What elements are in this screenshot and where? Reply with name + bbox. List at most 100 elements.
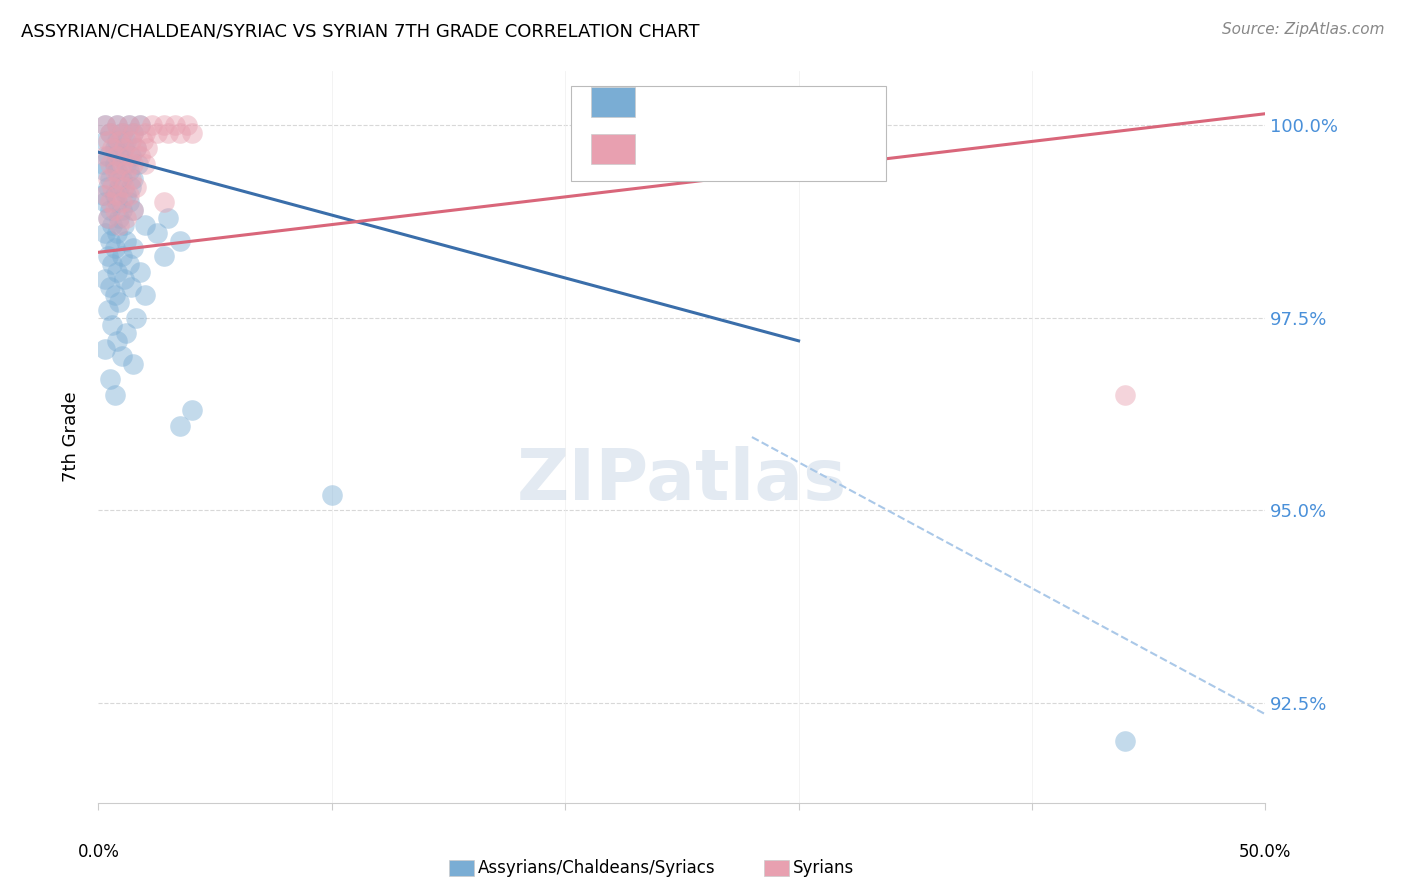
Point <box>97 149 120 163</box>
Point <box>105 264 128 278</box>
Point <box>118 118 141 132</box>
Point <box>105 226 128 240</box>
Point <box>180 126 202 140</box>
Point <box>111 126 134 140</box>
Text: N =: N = <box>761 93 807 112</box>
Point <box>165 118 187 132</box>
Point <box>111 349 134 363</box>
Point <box>104 187 127 202</box>
Point <box>105 164 128 178</box>
Point <box>115 157 138 171</box>
FancyBboxPatch shape <box>591 87 636 118</box>
Point <box>115 234 138 248</box>
Point <box>111 202 134 217</box>
Point <box>97 211 120 225</box>
Point <box>108 295 131 310</box>
Point <box>180 403 202 417</box>
Point <box>98 372 121 386</box>
Point <box>125 141 148 155</box>
Point <box>146 126 169 140</box>
Point <box>105 334 128 348</box>
Point <box>97 303 120 318</box>
Text: R =: R = <box>650 93 685 112</box>
Point <box>157 126 180 140</box>
Point <box>118 118 141 132</box>
Point <box>104 202 127 217</box>
Point <box>101 318 124 333</box>
Point <box>141 118 163 132</box>
Point <box>94 272 117 286</box>
Point <box>112 141 135 155</box>
Point <box>94 118 117 132</box>
Text: 52: 52 <box>801 140 825 158</box>
Point <box>98 202 121 217</box>
Point <box>134 126 156 140</box>
Point <box>118 257 141 271</box>
Point <box>104 164 127 178</box>
Point <box>115 164 138 178</box>
Point <box>97 172 120 186</box>
Text: Assyrians/Chaldeans/Syriacs: Assyrians/Chaldeans/Syriacs <box>478 859 716 877</box>
Point <box>118 187 141 202</box>
Point <box>101 257 124 271</box>
Point <box>122 172 145 186</box>
Point <box>125 141 148 155</box>
Point <box>122 157 145 171</box>
Point <box>1114 388 1136 402</box>
Point <box>152 118 174 132</box>
Text: R =: R = <box>650 140 685 158</box>
Point <box>134 157 156 171</box>
Point <box>111 195 134 210</box>
Point <box>104 287 127 301</box>
Point <box>108 211 131 225</box>
Point <box>134 219 156 233</box>
Point <box>122 202 145 217</box>
Point <box>91 187 114 202</box>
Point <box>97 134 120 148</box>
Point <box>122 202 145 217</box>
Text: 81: 81 <box>801 93 827 112</box>
Point <box>169 234 191 248</box>
Point <box>104 157 127 171</box>
Point <box>101 219 124 233</box>
Point <box>97 249 120 263</box>
Point <box>127 157 149 171</box>
Point <box>129 118 152 132</box>
Point <box>108 179 131 194</box>
Point <box>105 149 128 163</box>
Point <box>105 195 128 210</box>
Text: Syrians: Syrians <box>793 859 853 877</box>
Point <box>98 280 121 294</box>
Point <box>1114 734 1136 748</box>
Point <box>98 234 121 248</box>
Point <box>115 211 138 225</box>
Point <box>98 157 121 171</box>
Point <box>94 149 117 163</box>
Point <box>118 149 141 163</box>
Text: 50.0%: 50.0% <box>1239 843 1292 861</box>
Point <box>125 310 148 325</box>
Text: -0.159: -0.159 <box>682 93 735 112</box>
Point <box>91 157 114 171</box>
Text: ASSYRIAN/CHALDEAN/SYRIAC VS SYRIAN 7TH GRADE CORRELATION CHART: ASSYRIAN/CHALDEAN/SYRIAC VS SYRIAN 7TH G… <box>21 22 700 40</box>
Point <box>112 219 135 233</box>
Point <box>98 126 121 140</box>
Point <box>98 195 121 210</box>
FancyBboxPatch shape <box>763 860 789 876</box>
Point <box>125 179 148 194</box>
Y-axis label: 7th Grade: 7th Grade <box>62 392 80 483</box>
Point <box>132 134 155 148</box>
Point <box>118 195 141 210</box>
Point <box>136 141 159 155</box>
Point <box>111 126 134 140</box>
Point <box>108 219 131 233</box>
Point <box>118 164 141 178</box>
Point <box>129 264 152 278</box>
FancyBboxPatch shape <box>591 134 636 164</box>
Point <box>122 126 145 140</box>
Text: 0.236: 0.236 <box>682 140 730 158</box>
Point <box>108 149 131 163</box>
Point <box>94 164 117 178</box>
Point <box>98 126 121 140</box>
Point <box>94 118 117 132</box>
